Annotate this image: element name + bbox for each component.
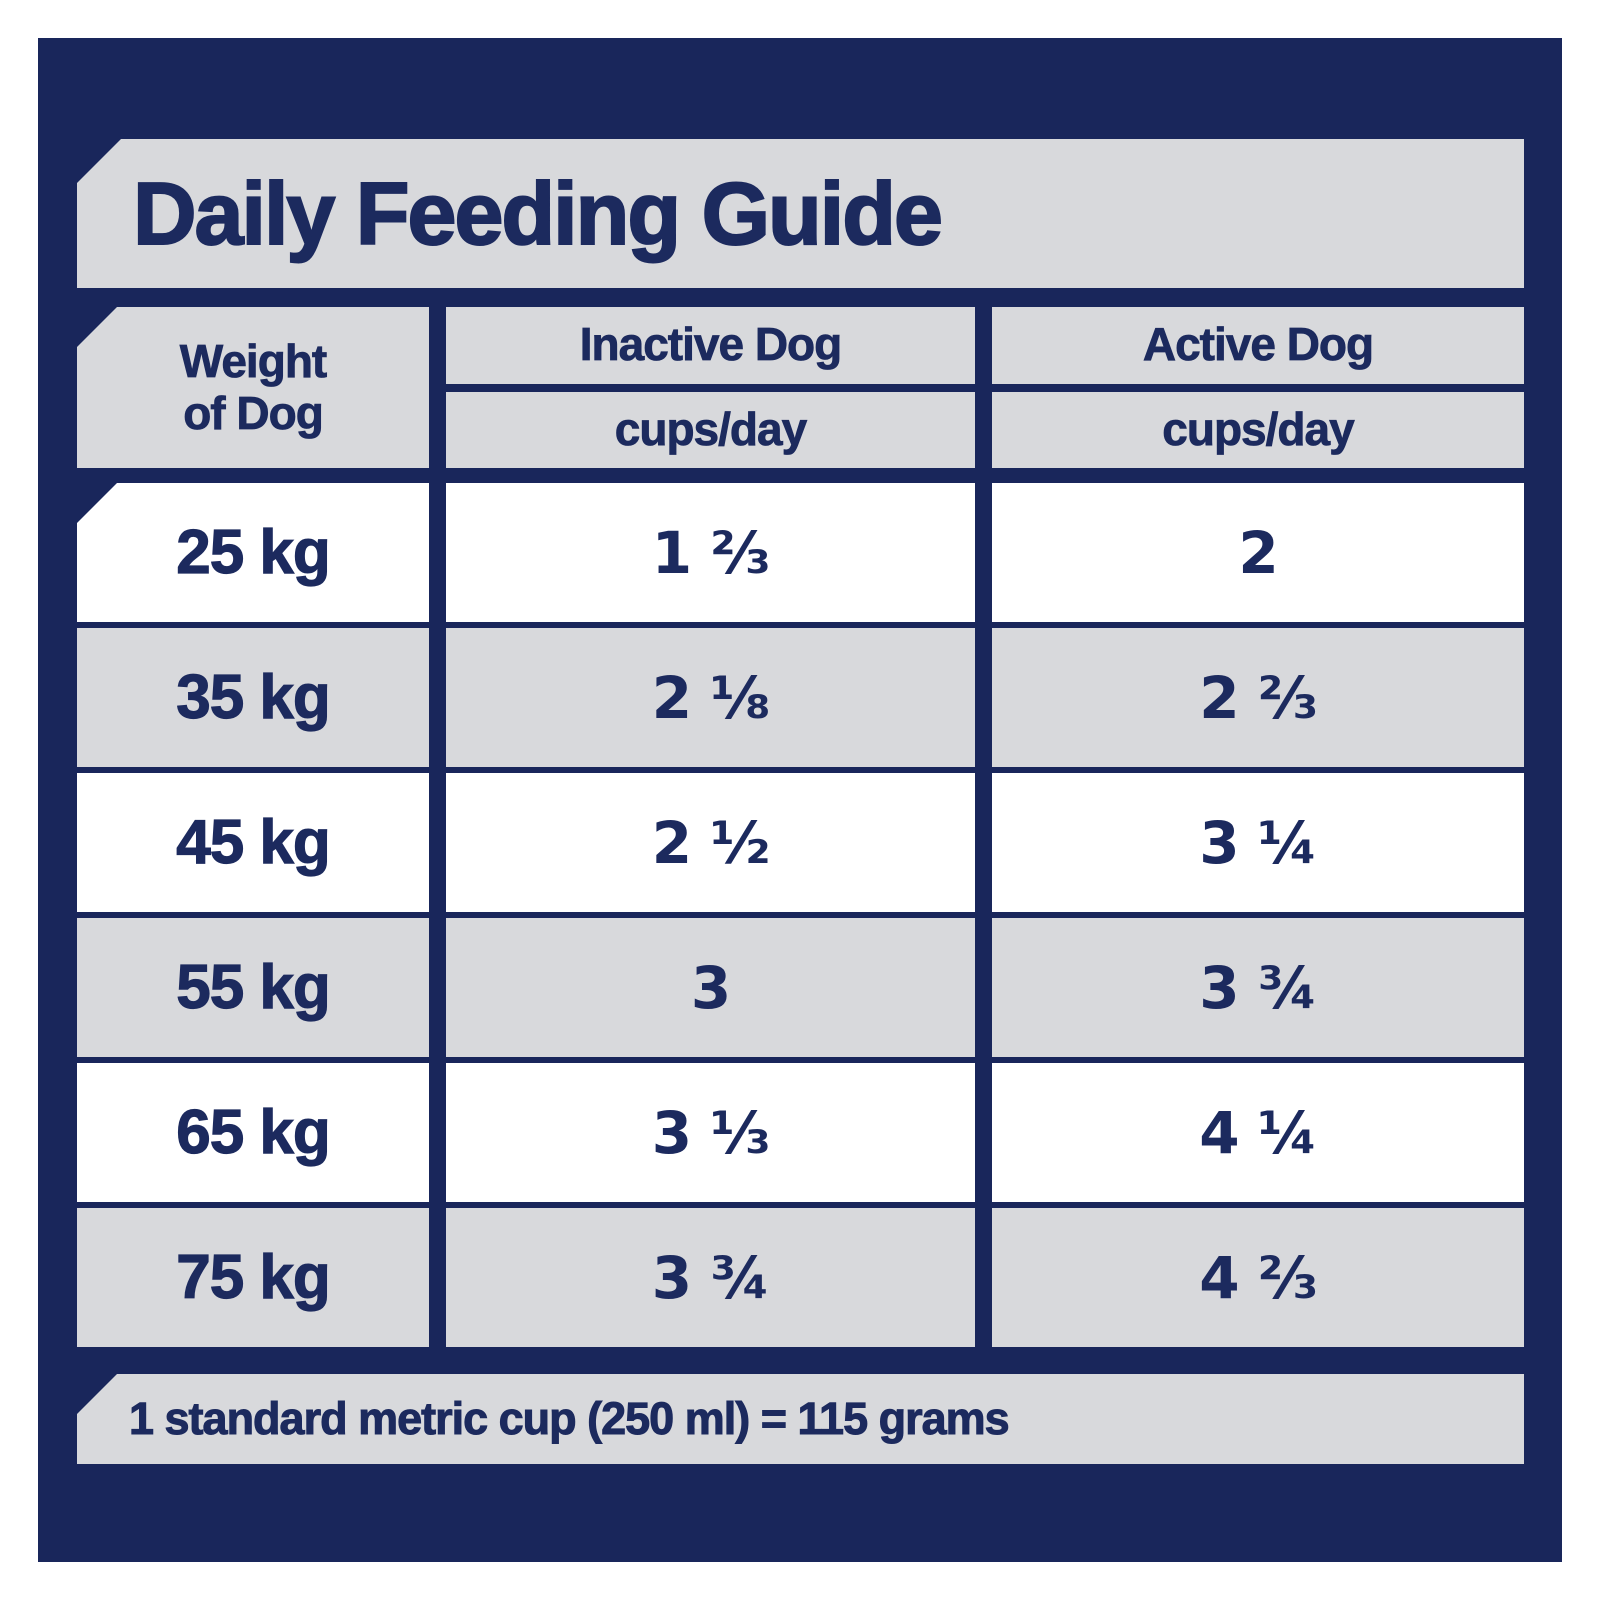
table-row-25kg: 25 kg 1 ⅔ 2 — [77, 483, 1524, 622]
inactive-unit-label: cups/day — [446, 391, 975, 468]
active-cups-cell: 4 ¼ — [992, 1063, 1524, 1202]
feeding-guide-content: Daily Feeding Guide Weight of Dog Inacti… — [77, 139, 1524, 1464]
table-header-row: Weight of Dog Inactive Dog cups/day Acti… — [77, 307, 1524, 468]
column-header-weight: Weight of Dog — [77, 307, 429, 468]
weight-cell: 45 kg — [77, 773, 429, 912]
table-row-75kg: 75 kg 3 ¾ 4 ⅔ — [77, 1208, 1524, 1347]
table-row-45kg: 45 kg 2 ½ 3 ¼ — [77, 773, 1524, 912]
weight-header-line1: Weight — [179, 334, 327, 387]
active-cups-cell: 3 ¾ — [992, 918, 1524, 1057]
column-header-inactive: Inactive Dog cups/day — [446, 307, 975, 468]
active-unit-label: cups/day — [992, 391, 1524, 468]
page-title: Daily Feeding Guide — [132, 163, 944, 264]
weight-cell: 65 kg — [77, 1063, 429, 1202]
feeding-guide-panel: Daily Feeding Guide Weight of Dog Inacti… — [38, 38, 1562, 1562]
inactive-cups-cell: 3 ⅓ — [446, 1063, 975, 1202]
weight-cell: 75 kg — [77, 1208, 429, 1347]
active-cups-cell: 2 — [992, 483, 1524, 622]
cup-conversion-note: 1 standard metric cup (250 ml) = 115 gra… — [129, 1393, 1011, 1445]
inactive-cups-cell: 1 ⅔ — [446, 483, 975, 622]
inactive-dog-header: Inactive Dog — [446, 307, 975, 384]
inactive-cups-cell: 3 — [446, 918, 975, 1057]
weight-cell: 55 kg — [77, 918, 429, 1057]
footnote-bar: 1 standard metric cup (250 ml) = 115 gra… — [77, 1374, 1524, 1464]
table-row-65kg: 65 kg 3 ⅓ 4 ¼ — [77, 1063, 1524, 1202]
title-bar: Daily Feeding Guide — [77, 139, 1524, 288]
table-row-35kg: 35 kg 2 ⅛ 2 ⅔ — [77, 628, 1524, 767]
active-dog-header: Active Dog — [992, 307, 1524, 384]
inactive-cups-cell: 2 ½ — [446, 773, 975, 912]
weight-header-line2: of Dog — [183, 386, 324, 439]
active-cups-cell: 2 ⅔ — [992, 628, 1524, 767]
inactive-cups-cell: 3 ¾ — [446, 1208, 975, 1347]
column-header-active: Active Dog cups/day — [992, 307, 1524, 468]
active-cups-cell: 3 ¼ — [992, 773, 1524, 912]
active-cups-cell: 4 ⅔ — [992, 1208, 1524, 1347]
inactive-cups-cell: 2 ⅛ — [446, 628, 975, 767]
table-row-55kg: 55 kg 3 3 ¾ — [77, 918, 1524, 1057]
weight-cell: 25 kg — [77, 483, 429, 622]
weight-cell: 35 kg — [77, 628, 429, 767]
